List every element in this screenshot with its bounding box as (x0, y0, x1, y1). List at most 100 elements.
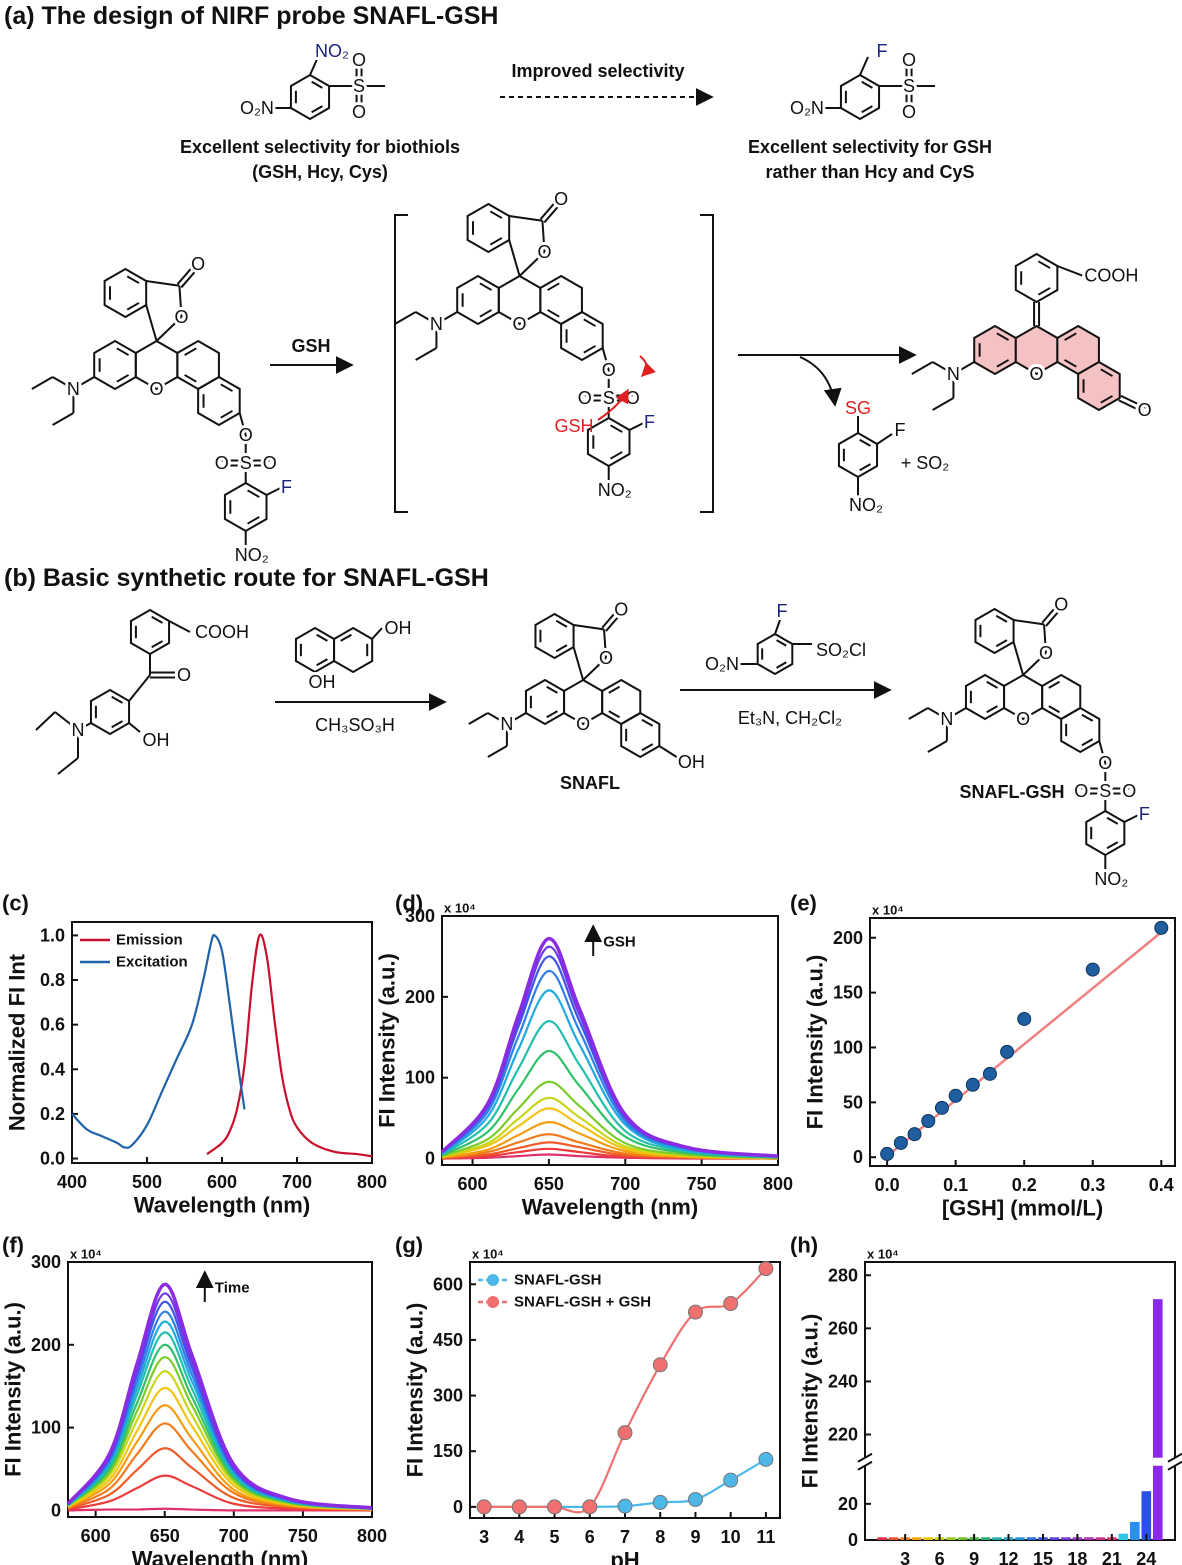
bond (238, 412, 247, 436)
atom-label: O (576, 714, 590, 734)
bond (1064, 332, 1077, 341)
atom-label: O (513, 314, 527, 334)
bar (1015, 1537, 1025, 1540)
bond (220, 383, 233, 392)
x-tick-label: 650 (534, 1174, 564, 1194)
data-point (1085, 962, 1100, 977)
y-tick-label: 1.0 (40, 925, 65, 945)
bond (605, 610, 624, 632)
atom-label: OH (678, 752, 705, 772)
legend-swatch (487, 1296, 499, 1308)
bar (1049, 1537, 1060, 1540)
bond (1106, 841, 1119, 850)
bond (641, 718, 654, 727)
x-tick-label: 6 (585, 1527, 595, 1547)
bond (546, 710, 558, 719)
bond (394, 311, 417, 325)
break-mark (1167, 1452, 1182, 1463)
x-tick-label: 15 (1033, 1549, 1053, 1565)
x-tick-label: 600 (458, 1174, 488, 1194)
bond (311, 105, 323, 114)
bond (340, 633, 352, 642)
x-tick-label: 11 (756, 1527, 775, 1547)
data-point (758, 1261, 774, 1277)
bond (995, 614, 1008, 623)
atom-label: O (352, 50, 366, 70)
attack-label: GSH (554, 416, 593, 436)
data-point (547, 1499, 563, 1515)
y-tick-label: 450 (433, 1330, 463, 1350)
y-tick-label: 0.8 (40, 970, 65, 990)
bond (1022, 652, 1047, 676)
bond (180, 265, 201, 289)
bar (1026, 1537, 1037, 1540)
atom-label: NO₂ (598, 480, 632, 500)
y-tick-label: 50 (843, 1092, 863, 1112)
x-tick-label: 0.1 (943, 1175, 968, 1195)
y-tick-label: 300 (31, 1252, 61, 1272)
bond (116, 374, 130, 383)
plot-frame (441, 915, 779, 1166)
panel-label: (d) (395, 891, 423, 916)
bond (927, 707, 948, 720)
bond (111, 695, 123, 704)
x-tick-label: 7 (620, 1527, 630, 1547)
bond (641, 743, 654, 752)
x-tick-label: 0.2 (1012, 1175, 1037, 1195)
atom-label: S (1099, 781, 1111, 801)
data-point (617, 1425, 633, 1441)
bond (415, 311, 437, 325)
bond (509, 215, 543, 222)
atom-label: O (1122, 781, 1136, 801)
atom-label: O (177, 665, 191, 685)
atom-label: O (599, 648, 613, 668)
bond (126, 302, 140, 311)
reagent: Et₃N, CH₂Cl₂ (738, 708, 842, 728)
caption: Excellent selectivity for GSH (748, 137, 992, 157)
bond (479, 309, 493, 318)
ring (176, 339, 220, 391)
bracket (394, 214, 408, 513)
x-tick-label: 700 (219, 1526, 249, 1546)
x-tick-label: 3 (900, 1549, 910, 1565)
data-line (440, 936, 779, 1158)
bond (57, 757, 79, 775)
y-axis-label: Normalized FI Int (5, 953, 30, 1131)
x-tick-label: 800 (763, 1174, 793, 1194)
bond (1043, 624, 1047, 654)
break-mark (857, 1452, 873, 1463)
x-tick-label: 21 (1102, 1549, 1122, 1565)
bond (128, 722, 141, 733)
bond (601, 607, 621, 629)
bar (1084, 1537, 1094, 1540)
bond (601, 347, 610, 371)
bond (859, 438, 871, 447)
bond (487, 712, 508, 725)
bond (311, 80, 323, 89)
bond (506, 712, 527, 725)
atom-label: O (602, 360, 616, 380)
bond (126, 275, 140, 284)
atom-label: N (72, 720, 85, 740)
x-axis-label: pH (610, 1548, 639, 1565)
atom-label: O (1138, 400, 1152, 420)
data-line (441, 1049, 779, 1159)
bond (932, 361, 954, 375)
x-tick-label: 9 (690, 1527, 700, 1547)
bond (1100, 395, 1113, 404)
bond (776, 661, 787, 669)
plot-frame (864, 1261, 1176, 1541)
x-tick-label: 750 (288, 1526, 318, 1546)
bond (927, 740, 948, 753)
x-tick-label: 0.0 (875, 1175, 900, 1195)
bond (911, 361, 934, 375)
bond (1013, 619, 1045, 626)
atom-label: O (175, 307, 189, 327)
atom-label: S (603, 388, 615, 408)
bar (946, 1537, 956, 1540)
bond (547, 282, 560, 291)
ring (1060, 706, 1101, 754)
bond (995, 639, 1008, 648)
bond (608, 710, 621, 719)
y-tick-label: 280 (828, 1265, 858, 1285)
